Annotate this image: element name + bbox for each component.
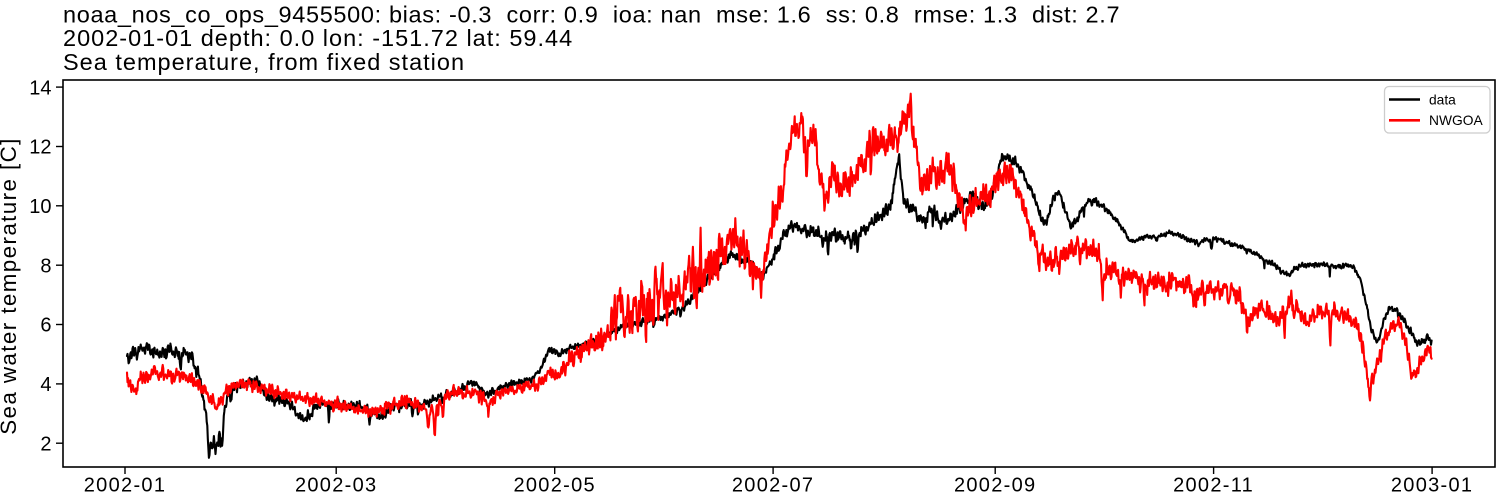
svg-text:Sea water temperature [C]: Sea water temperature [C]	[0, 137, 21, 435]
svg-text:2002-07: 2002-07	[732, 475, 815, 497]
svg-text:noaa_nos_co_ops_9455500: bias:: noaa_nos_co_ops_9455500: bias: -0.3 corr…	[63, 2, 1120, 28]
svg-text:4: 4	[40, 374, 51, 396]
svg-text:2002-09: 2002-09	[954, 475, 1037, 497]
svg-text:2002-05: 2002-05	[513, 475, 596, 497]
svg-text:data: data	[1429, 92, 1456, 107]
svg-text:2002-11: 2002-11	[1173, 475, 1254, 497]
svg-text:14: 14	[29, 77, 51, 99]
svg-text:8: 8	[40, 255, 51, 277]
svg-text:6: 6	[40, 315, 51, 337]
svg-text:Sea temperature, from fixed st: Sea temperature, from fixed station	[63, 49, 465, 75]
svg-text:2002-01: 2002-01	[84, 475, 167, 497]
svg-text:NWGOA: NWGOA	[1429, 113, 1483, 128]
svg-text:2002-01-01 depth: 0.0 lon: -15: 2002-01-01 depth: 0.0 lon: -151.72 lat: …	[63, 25, 573, 51]
svg-text:12: 12	[29, 137, 51, 159]
svg-text:2: 2	[40, 433, 51, 455]
svg-text:2003-01: 2003-01	[1391, 475, 1474, 497]
svg-text:10: 10	[29, 196, 51, 218]
svg-text:2002-03: 2002-03	[295, 475, 378, 497]
